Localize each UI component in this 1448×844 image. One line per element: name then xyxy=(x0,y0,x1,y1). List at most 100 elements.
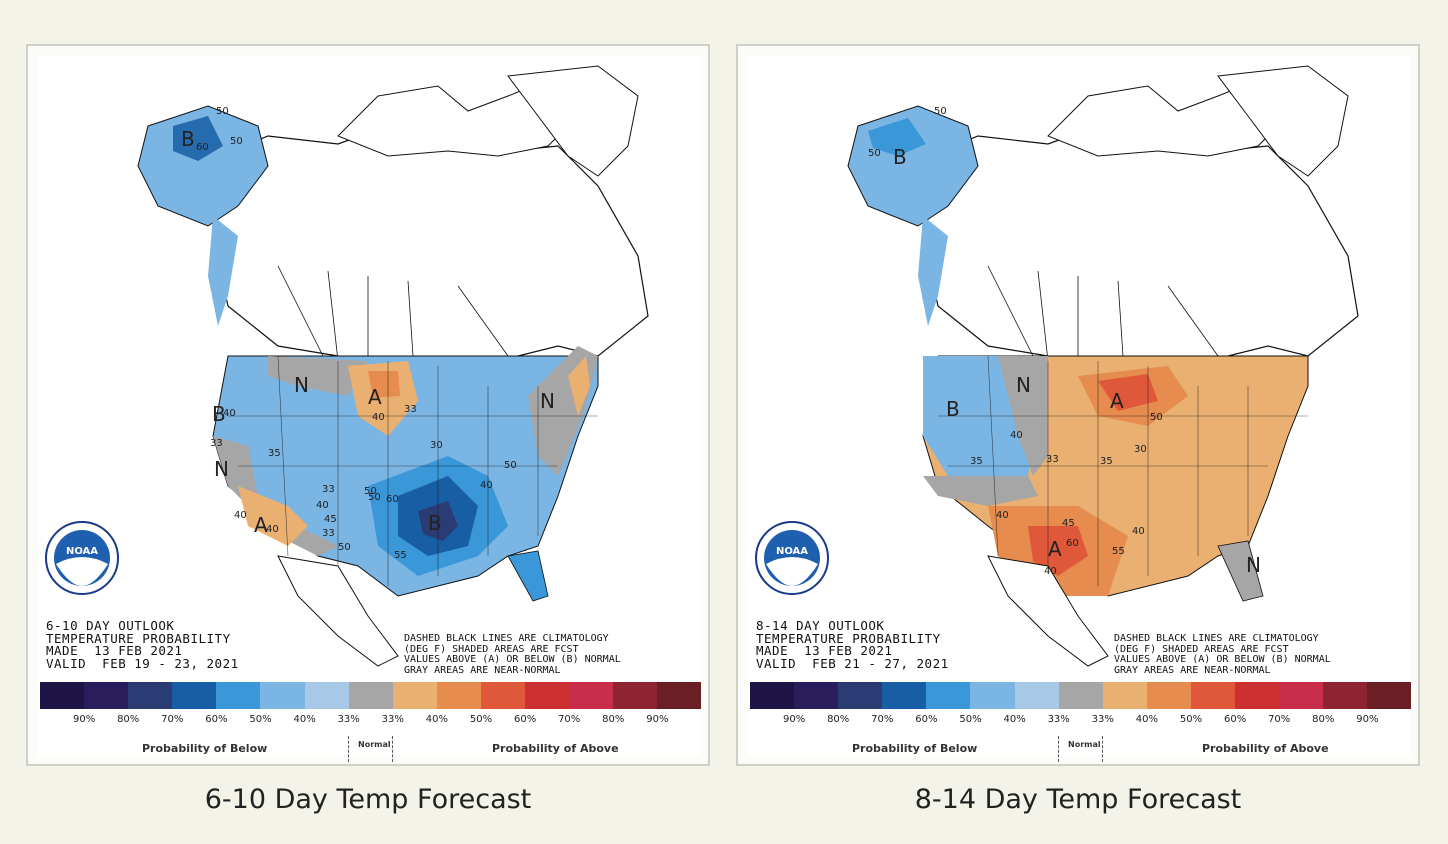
contour-label: 50 xyxy=(338,542,351,553)
region-label: B xyxy=(181,127,195,151)
region-label: A xyxy=(1048,537,1062,561)
outlook-map: B B N A A N 50 50 40 35 33 50 35 45 40 4… xyxy=(847,65,1359,667)
legend-percent-label: 60% xyxy=(513,714,537,725)
legend-percent-label: 50% xyxy=(959,714,982,725)
outlook-info: 6-10 DAY OUTLOOK TEMPERATURE PROBABILITY M… xyxy=(46,619,239,670)
contour-label: 50 xyxy=(216,106,229,117)
contour-label: 50 xyxy=(868,148,881,159)
legend-percent-label: 33% xyxy=(1047,714,1070,725)
legend-labels: Probability of Below Normal Probability … xyxy=(40,736,702,766)
note-line: VALUES ABOVE (A) OR BELOW (B) NORMAL xyxy=(404,654,621,665)
legend-percent-label: 80% xyxy=(827,714,850,725)
normal-divider xyxy=(392,736,393,762)
contour-label: 33 xyxy=(210,438,223,449)
alaska-region xyxy=(137,105,269,227)
probability-legend: 90% 80% 70% 60% 50% 40% 33% 33% 40% 50% 60% 70% 80% 9… xyxy=(40,682,702,766)
contour-label: 40 xyxy=(1010,430,1023,441)
contour-label: 45 xyxy=(1062,518,1075,529)
province-lines xyxy=(277,265,509,367)
note-line: DASHED BLACK LINES ARE CLIMATOLOGY xyxy=(404,633,609,644)
contour-label: 45 xyxy=(324,514,337,525)
probability-legend: 90% 80% 70% 60% 50% 40% 33% 33% 40% 50% 60% 70% 80% 9… xyxy=(750,682,1412,766)
legend-percent-label: 90% xyxy=(646,714,669,725)
region-label: N xyxy=(294,373,309,397)
legend-swatch xyxy=(1235,682,1280,709)
legend-percent-label: 33% xyxy=(337,714,360,725)
region-label: N xyxy=(214,457,229,481)
legend-swatch xyxy=(392,682,437,709)
contour-label: 40 xyxy=(996,510,1009,521)
florida xyxy=(507,550,549,602)
north-plains-gray xyxy=(268,356,368,396)
north-central-above xyxy=(348,361,418,436)
normal-label: Normal xyxy=(358,740,391,749)
legend-percent-label: 50% xyxy=(1179,714,1203,725)
legend-swatch xyxy=(436,682,481,709)
legend-swatch xyxy=(1102,682,1147,709)
legend-percent-label: 70% xyxy=(558,714,581,725)
region-label: B xyxy=(893,145,907,169)
note-line: DASHED BLACK LINES ARE CLIMATOLOGY xyxy=(1114,633,1319,644)
legend-swatch xyxy=(216,682,261,709)
contour-label: 33 xyxy=(322,484,335,495)
probability-below-label: Probability of Below xyxy=(852,742,978,755)
contour-label: 50 xyxy=(230,136,243,147)
contour-label: 60 xyxy=(386,494,399,505)
east-coast-above xyxy=(568,356,590,416)
note-line: GRAY AREAS ARE NEAR-NORMAL xyxy=(404,664,561,676)
probability-above-label: Probability of Above xyxy=(1202,742,1329,755)
legend-swatch xyxy=(128,682,173,709)
legend-swatch xyxy=(657,682,702,709)
info-line: 8-14 DAY OUTLOOK xyxy=(756,618,885,633)
legend-percent-label: 40% xyxy=(425,714,449,725)
legend-percent-label: 33% xyxy=(1091,714,1114,725)
west-gray xyxy=(923,476,1038,506)
legend-swatch xyxy=(348,682,393,709)
note-line: VALUES ABOVE (A) OR BELOW (B) NORMAL xyxy=(1114,654,1331,665)
legend-swatch xyxy=(1146,682,1191,709)
legend-swatch xyxy=(260,682,305,709)
note-line: GRAY AREAS ARE NEAR-NORMAL xyxy=(1114,664,1271,676)
normal-label: Normal xyxy=(1068,740,1101,749)
contour-label: 60 xyxy=(1066,538,1079,549)
mexico xyxy=(277,555,399,667)
legend-swatch xyxy=(1323,682,1368,709)
contour-label: 40 xyxy=(316,500,329,511)
texas-core xyxy=(1028,526,1088,576)
legend-percent-label: 50% xyxy=(249,714,272,725)
legend-percent-label: 60% xyxy=(205,714,228,725)
contour-label: 40 xyxy=(480,480,493,491)
legend-percent-label: 90% xyxy=(1356,714,1379,725)
contour-label: 40 xyxy=(266,524,279,535)
info-line: MADE 13 FEB 2021 xyxy=(46,643,183,658)
info-line: TEMPERATURE PROBABILITY xyxy=(46,630,231,646)
legend-swatch xyxy=(1058,682,1103,709)
contour-label: 35 xyxy=(970,456,983,467)
legend-swatch xyxy=(613,682,658,709)
probability-above-label: Probability of Above xyxy=(492,742,619,755)
info-line: TEMPERATURE PROBABILITY xyxy=(756,630,941,646)
legend-swatch xyxy=(882,682,927,709)
normal-divider xyxy=(348,736,349,762)
legend-percent-label: 50% xyxy=(469,714,493,725)
map-frame: B B N N A B A N 50 60 50 40 33 40 33 35 … xyxy=(38,56,702,762)
normal-divider xyxy=(1058,736,1059,762)
legend-percent-label: 70% xyxy=(161,714,184,725)
southwest-above xyxy=(238,486,308,546)
legend-swatch xyxy=(970,682,1015,709)
bc-coast-region xyxy=(208,216,238,326)
north-central-core xyxy=(368,371,400,398)
legend-swatches xyxy=(750,682,1412,709)
alaska-core xyxy=(173,116,223,161)
legend-percent-label: 70% xyxy=(1268,714,1291,725)
outlook-info: 8-14 DAY OUTLOOK TEMPERATURE PROBABILITY M… xyxy=(756,618,949,670)
legend-percent-row: 90% 80% 70% 60% 50% 40% 33% 33% 40% 50% 60% 70% 80% 9… xyxy=(750,714,1412,730)
map-frame: B B N A A N 50 50 40 35 33 50 35 45 40 4… xyxy=(748,56,1412,762)
legend-percent-label: 60% xyxy=(915,714,938,725)
legend-swatch xyxy=(838,682,883,709)
panel-caption: 6-10 Day Temp Forecast xyxy=(204,784,532,815)
contour-label: 55 xyxy=(1112,546,1125,557)
legend-swatches xyxy=(40,682,702,709)
region-label: N xyxy=(1016,373,1031,397)
state-lines xyxy=(938,355,1308,586)
